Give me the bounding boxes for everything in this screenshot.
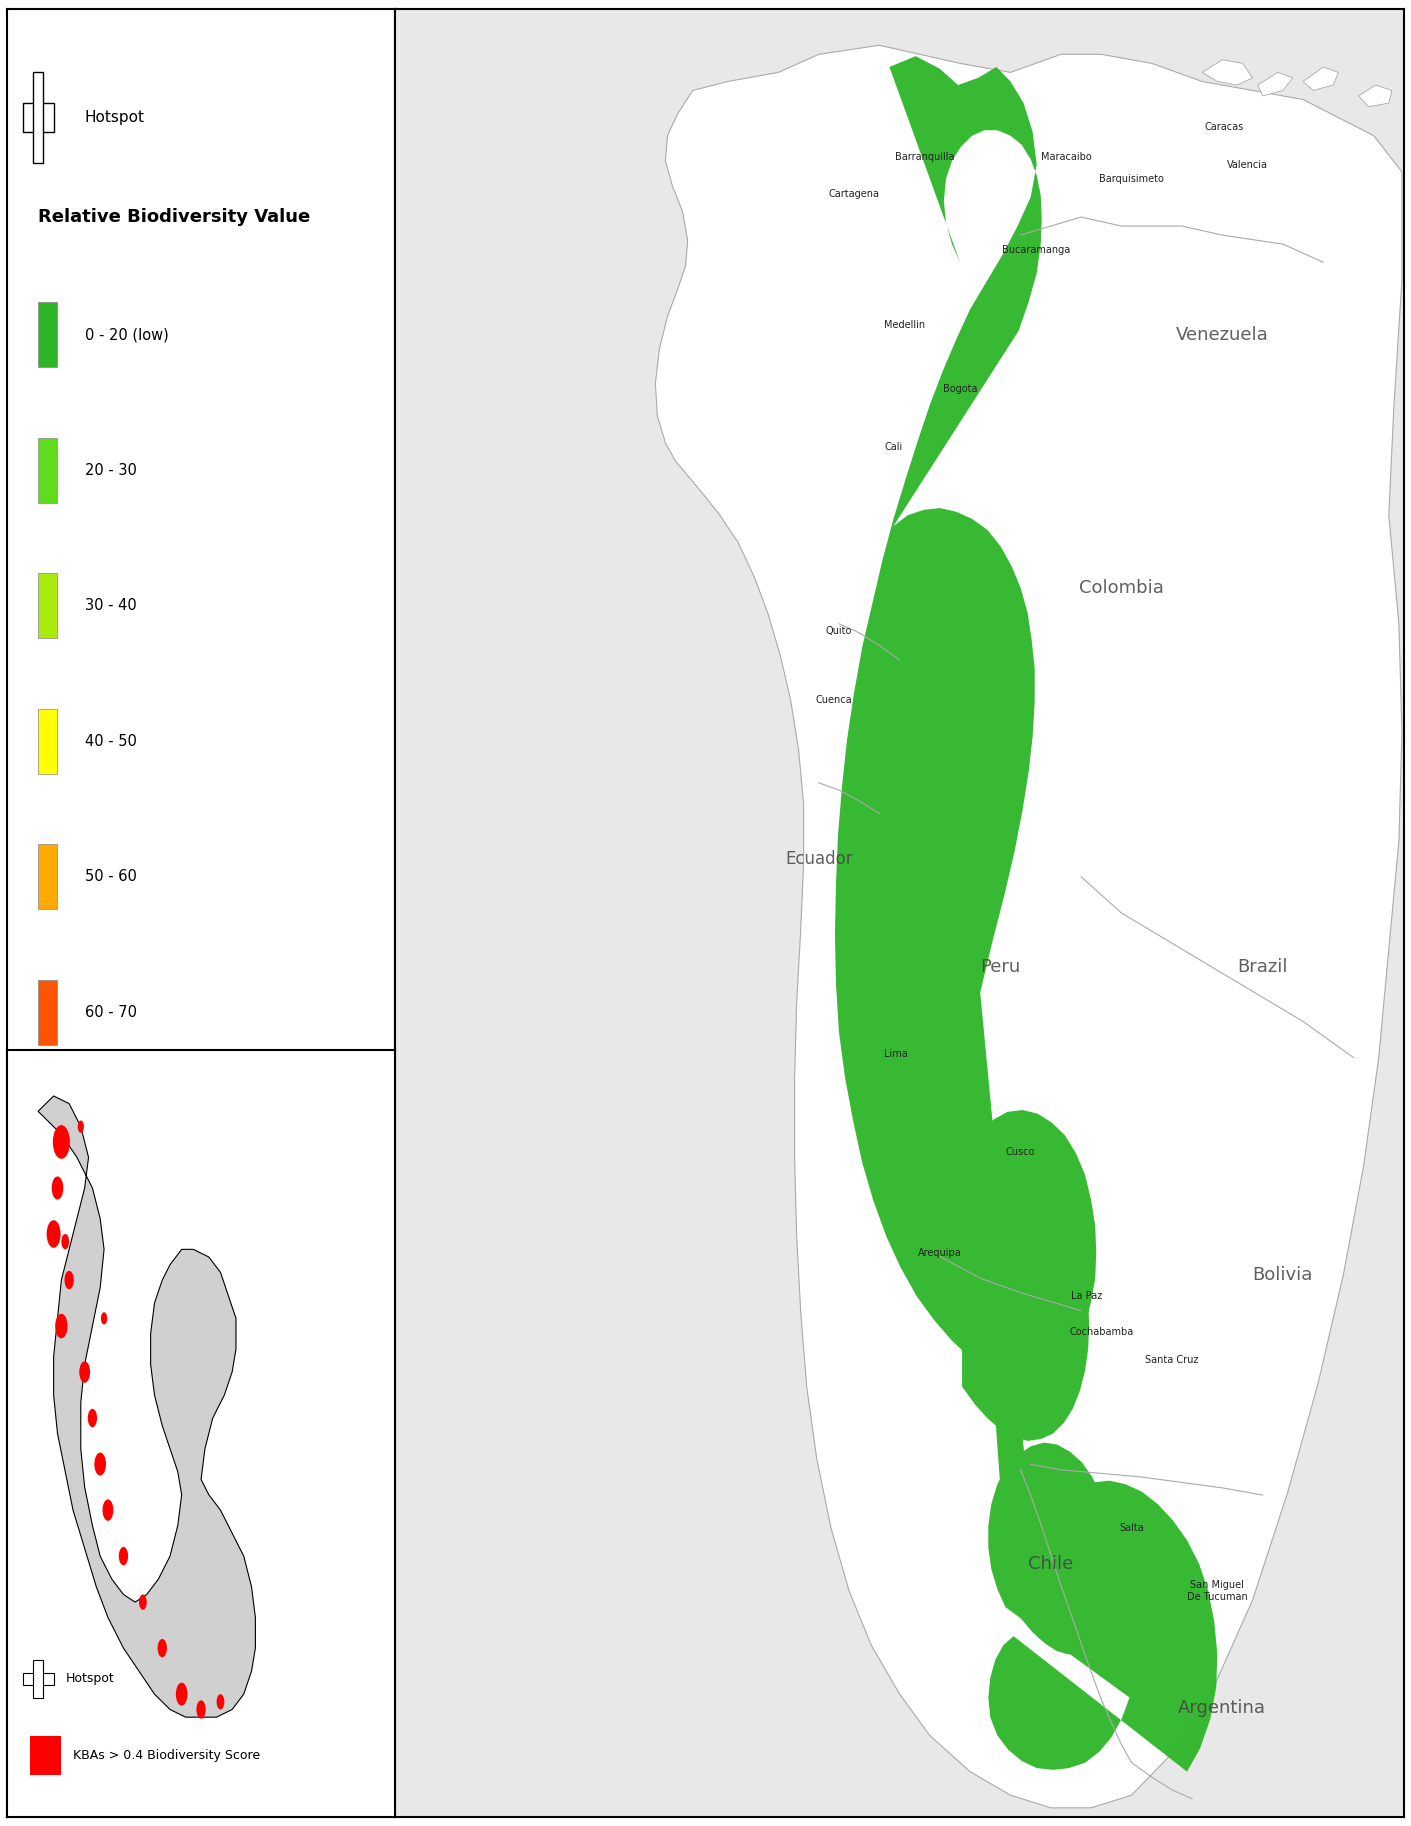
Text: Cuenca: Cuenca [816,694,852,705]
Bar [38,708,58,774]
Circle shape [119,1547,128,1565]
Text: Kilometers: Kilometers [260,1475,330,1488]
Bar [38,844,58,909]
Text: Cusco: Cusco [1006,1147,1036,1156]
Circle shape [52,1176,63,1200]
Text: 70 - 100 (high): 70 - 100 (high) [85,1141,195,1156]
Text: Maracaibo: Maracaibo [1040,152,1091,163]
Text: Cali: Cali [885,442,903,451]
Text: 40 - 50: 40 - 50 [85,734,137,749]
Circle shape [55,1313,68,1338]
Text: Quito: Quito [825,626,852,635]
Text: Peru: Peru [981,959,1020,977]
Text: Salta: Salta [1119,1523,1144,1532]
Circle shape [87,1410,97,1428]
Bar [38,981,58,1044]
Text: Barranquilla: Barranquilla [895,152,954,163]
Text: 500: 500 [209,1415,234,1428]
Text: Caracas: Caracas [1205,122,1245,131]
Bar [38,1455,251,1501]
Circle shape [61,1234,69,1249]
Text: 60 - 70: 60 - 70 [85,1004,137,1021]
Text: Venezuela: Venezuela [1175,325,1268,343]
Circle shape [217,1695,224,1709]
Text: Lima: Lima [883,1048,907,1059]
Polygon shape [1257,73,1292,97]
Bar [34,1660,42,1698]
Text: Brazil: Brazil [1237,959,1288,977]
Circle shape [47,1220,61,1247]
Circle shape [78,1121,83,1132]
Polygon shape [655,46,1403,1808]
Text: Arequipa: Arequipa [919,1247,962,1258]
Text: Cartagena: Cartagena [828,188,879,199]
Text: Bogota: Bogota [943,383,978,394]
Text: basemap credits: Esri, DeLorme
Scale: 1:11,000,000 (main map and
inset): basemap credits: Esri, DeLorme Scale: 1:… [38,1320,277,1362]
Text: 50 - 60: 50 - 60 [85,869,137,884]
Text: KBAs > 0.4 Biodiversity Score: KBAs > 0.4 Biodiversity Score [73,1749,260,1762]
Text: Argentina: Argentina [1178,1700,1266,1718]
Bar [23,1673,54,1685]
Text: Ecuador: Ecuador [785,849,852,867]
Text: Chile: Chile [1029,1554,1074,1572]
Circle shape [103,1499,113,1521]
Text: Hotspot: Hotspot [85,110,145,126]
Circle shape [95,1453,106,1475]
Bar [23,102,54,131]
Polygon shape [1202,60,1253,86]
Text: La Paz: La Paz [1071,1291,1102,1302]
Text: Santa Cruz: Santa Cruz [1146,1355,1198,1364]
Circle shape [65,1271,73,1289]
Text: Relative Biodiversity Value: Relative Biodiversity Value [38,208,310,226]
Text: Cochabamba: Cochabamba [1070,1328,1133,1337]
Text: Bucaramanga: Bucaramanga [1002,245,1070,254]
Text: Medellin: Medellin [885,321,926,331]
Text: 30 - 40: 30 - 40 [85,599,137,614]
Circle shape [140,1594,147,1611]
Text: Hotspot: Hotspot [65,1673,114,1685]
Polygon shape [1359,86,1391,106]
Bar [38,438,58,502]
Polygon shape [835,57,1218,1771]
Text: Colombia: Colombia [1079,579,1164,597]
Text: Barquisimeto: Barquisimeto [1099,173,1164,184]
Polygon shape [38,1096,255,1716]
Polygon shape [1304,68,1339,91]
Text: 0 - 20 (low): 0 - 20 (low) [85,327,168,341]
Bar [38,573,58,639]
Circle shape [158,1640,166,1658]
Circle shape [52,1125,71,1160]
Bar [38,1116,58,1181]
Circle shape [79,1362,90,1382]
Text: 0: 0 [38,1415,47,1428]
Text: Valencia: Valencia [1228,159,1268,170]
Bar [38,301,58,367]
Bar [31,1737,62,1775]
Text: San Miguel
De Tucuman: San Miguel De Tucuman [1187,1579,1247,1601]
Bar [34,73,42,163]
Text: 20 - 30: 20 - 30 [85,462,137,478]
Circle shape [102,1313,107,1324]
Text: Bolivia: Bolivia [1253,1265,1314,1284]
Circle shape [176,1684,188,1705]
Circle shape [196,1700,206,1718]
